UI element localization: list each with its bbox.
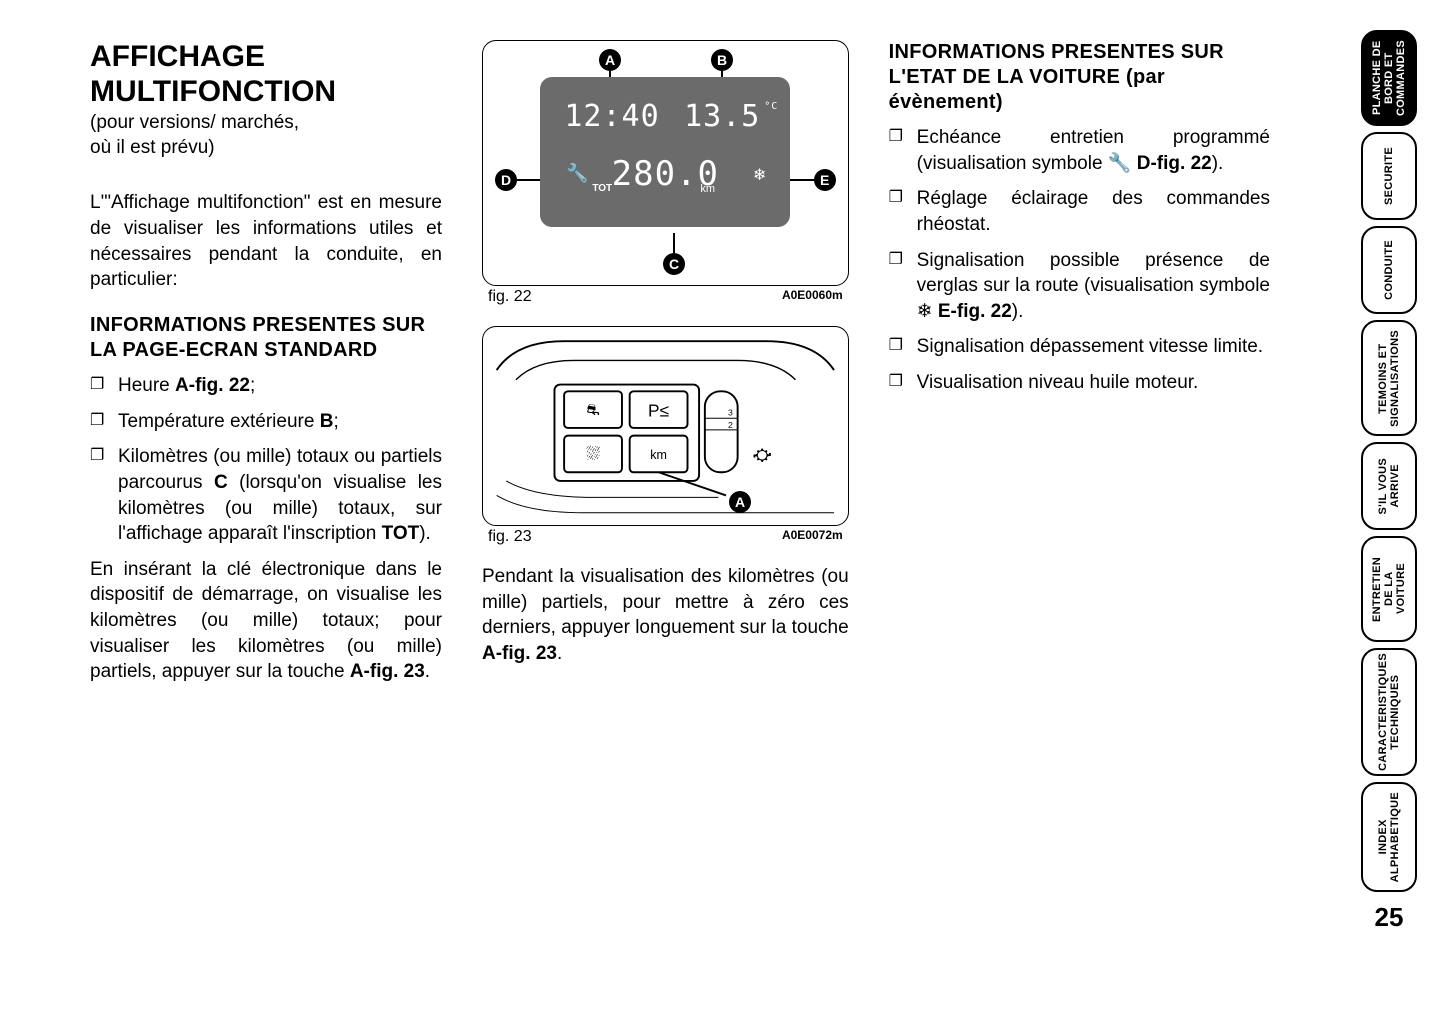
subtitle: (pour versions/ marchés,où il est prévu) [90,111,442,160]
list-item: Signalisation dépassement vitesse limite… [889,334,1270,360]
svg-text:3: 3 [728,407,733,417]
tab-securite[interactable]: SECURITE [1361,132,1417,220]
col2-paragraph: Pendant la visualisation des kilomètres … [482,564,849,667]
figure-23-caption: fig. 23 A0E0072m [482,526,849,546]
svg-text:2: 2 [728,420,733,430]
list-item: Réglage éclairage des commandes rhéostat… [889,186,1270,237]
multifunction-display: 12:40 13.5 🔧 ❄ TOT 280.0 km [540,77,790,227]
figure-23: ⛐ P≤ ⛆ km 3 2 ⛮ A [482,326,849,526]
list-item: Visualisation niveau huile moteur. [889,370,1270,396]
svg-text:⛮: ⛮ [753,445,771,465]
page-title: AFFICHAGEMULTIFONCTION [90,40,442,109]
display-temp: 13.5 [684,99,760,134]
section-heading-state: INFORMATIONS PRESENTES SUR L'ETAT DE LA … [889,40,1270,115]
list-item: Signalisation possible présence de vergl… [889,248,1270,325]
list-item: Echéance entretien programmé (visualisat… [889,125,1270,176]
tab-planche-bord[interactable]: PLANCHE DEBORD ETCOMMANDES [1361,30,1417,126]
intro-paragraph: L'"Affichage multifonction" est en mesur… [90,190,442,293]
svg-text:km: km [650,448,667,462]
callout-b: B [711,49,733,71]
page-number: 25 [1361,902,1417,933]
callout-a-fig23: A [729,491,751,513]
svg-text:P≤: P≤ [648,400,669,420]
tab-conduite[interactable]: CONDUITE [1361,226,1417,314]
state-list: Echéance entretien programmé (visualisat… [889,125,1270,396]
sidebar-tabs: PLANCHE DEBORD ETCOMMANDES SECURITE COND… [1361,30,1417,933]
odometer: TOT 280.0 km [540,157,790,191]
column-3: INFORMATIONS PRESENTES SUR L'ETAT DE LA … [889,40,1270,705]
callout-e: E [814,169,836,191]
tab-temoins[interactable]: TEMOINS ETSIGNALISATIONS [1361,320,1417,436]
outro-paragraph: En insérant la clé électronique dans le … [90,557,442,685]
standard-list: Heure A-fig. 22; Température extérieure … [90,373,442,547]
callout-c: C [663,253,685,275]
svg-text:⛆: ⛆ [586,444,600,464]
tab-entretien[interactable]: ENTRETIENDE LA VOITURE [1361,536,1417,642]
tab-caracteristiques[interactable]: CARACTERISTIQUESTECHNIQUES [1361,648,1417,776]
column-1: AFFICHAGEMULTIFONCTION (pour versions/ m… [90,40,442,705]
callout-d: D [495,169,517,191]
tab-sil-vous-arrive[interactable]: S'IL VOUSARRIVE [1361,442,1417,530]
list-item: Kilomètres (ou mille) totaux ou partiels… [90,444,442,547]
list-item: Heure A-fig. 22; [90,373,442,399]
dashboard-buttons-illustration: ⛐ P≤ ⛆ km 3 2 ⛮ [487,331,844,521]
figure-22: A B D E C 12:40 13.5 🔧 ❄ TOT 280.0 km [482,40,849,286]
column-2: A B D E C 12:40 13.5 🔧 ❄ TOT 280.0 km [482,40,849,705]
figure-22-caption: fig. 22 A0E0060m [482,286,849,306]
svg-text:⛐: ⛐ [586,401,599,418]
callout-a: A [599,49,621,71]
tab-index[interactable]: INDEXALPHABETIQUE [1361,782,1417,892]
display-time: 12:40 [564,99,659,134]
section-heading-standard: INFORMATIONS PRESENTES SUR LA PAGE-ECRAN… [90,313,442,363]
list-item: Température extérieure B; [90,409,442,435]
